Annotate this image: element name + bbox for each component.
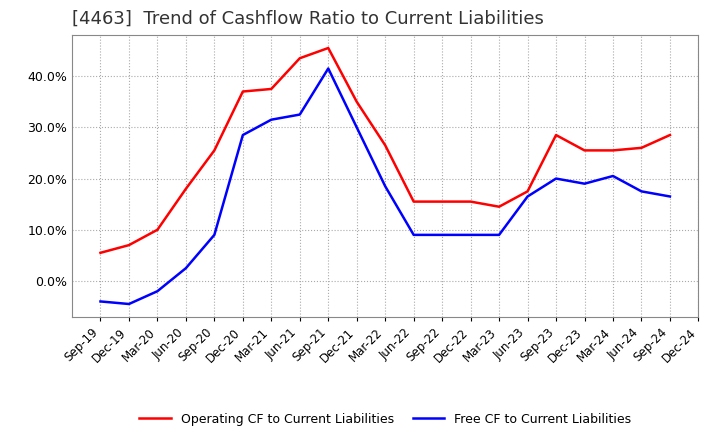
Operating CF to Current Liabilities <box>295 55 304 61</box>
Line: Operating CF to Current Liabilities: Operating CF to Current Liabilities <box>101 48 670 253</box>
Operating CF to Current Liabilities <box>637 145 646 150</box>
Operating CF to Current Liabilities <box>552 132 560 138</box>
Operating CF to Current Liabilities <box>467 199 475 204</box>
Free CF to Current Liabilities <box>238 132 247 138</box>
Free CF to Current Liabilities <box>324 66 333 71</box>
Free CF to Current Liabilities <box>153 289 162 294</box>
Operating CF to Current Liabilities <box>438 199 446 204</box>
Operating CF to Current Liabilities <box>352 99 361 104</box>
Operating CF to Current Liabilities <box>495 204 503 209</box>
Legend: Operating CF to Current Liabilities, Free CF to Current Liabilities: Operating CF to Current Liabilities, Fre… <box>135 407 636 430</box>
Operating CF to Current Liabilities <box>410 199 418 204</box>
Free CF to Current Liabilities <box>410 232 418 238</box>
Free CF to Current Liabilities <box>608 173 617 179</box>
Free CF to Current Liabilities <box>96 299 105 304</box>
Line: Free CF to Current Liabilities: Free CF to Current Liabilities <box>101 69 670 304</box>
Operating CF to Current Liabilities <box>181 186 190 191</box>
Free CF to Current Liabilities <box>523 194 532 199</box>
Operating CF to Current Liabilities <box>580 148 589 153</box>
Free CF to Current Liabilities <box>352 125 361 130</box>
Operating CF to Current Liabilities <box>324 45 333 51</box>
Operating CF to Current Liabilities <box>665 132 674 138</box>
Free CF to Current Liabilities <box>467 232 475 238</box>
Free CF to Current Liabilities <box>267 117 276 122</box>
Free CF to Current Liabilities <box>295 112 304 117</box>
Free CF to Current Liabilities <box>125 301 133 307</box>
Operating CF to Current Liabilities <box>125 242 133 248</box>
Free CF to Current Liabilities <box>495 232 503 238</box>
Free CF to Current Liabilities <box>181 265 190 271</box>
Free CF to Current Liabilities <box>552 176 560 181</box>
Free CF to Current Liabilities <box>210 232 219 238</box>
Operating CF to Current Liabilities <box>523 189 532 194</box>
Free CF to Current Liabilities <box>637 189 646 194</box>
Operating CF to Current Liabilities <box>267 86 276 92</box>
Operating CF to Current Liabilities <box>210 148 219 153</box>
Free CF to Current Liabilities <box>438 232 446 238</box>
Operating CF to Current Liabilities <box>608 148 617 153</box>
Free CF to Current Liabilities <box>580 181 589 186</box>
Operating CF to Current Liabilities <box>238 89 247 94</box>
Free CF to Current Liabilities <box>665 194 674 199</box>
Text: [4463]  Trend of Cashflow Ratio to Current Liabilities: [4463] Trend of Cashflow Ratio to Curren… <box>72 10 544 28</box>
Operating CF to Current Liabilities <box>381 143 390 148</box>
Free CF to Current Liabilities <box>381 183 390 189</box>
Operating CF to Current Liabilities <box>96 250 105 256</box>
Operating CF to Current Liabilities <box>153 227 162 232</box>
